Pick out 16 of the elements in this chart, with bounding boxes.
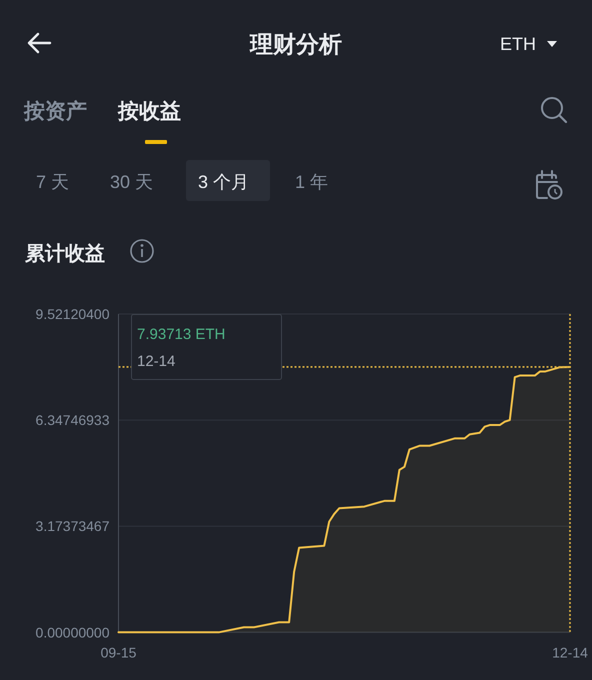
- text: 按收益: [117, 100, 181, 123]
- text: 7 天: [36, 172, 70, 192]
- y-tick-label: 6.34746933: [36, 412, 110, 428]
- text: 3 个月: [198, 172, 250, 192]
- text: 30 天: [110, 172, 154, 192]
- annotation: 7.93713 ETH: [137, 326, 226, 343]
- text: 1 年: [295, 172, 328, 192]
- y-tick-label: 3.17373467: [36, 518, 110, 534]
- x-tick-label: 09-15: [100, 644, 137, 660]
- y-tick-label: 9.52120400: [36, 306, 110, 322]
- chart-title: 理财分析: [249, 31, 342, 57]
- text: 按资产: [23, 99, 87, 123]
- annotation: 12-14: [137, 353, 176, 370]
- text: ETH: [500, 34, 536, 54]
- y-tick-label: 0.00000000: [36, 624, 110, 640]
- chart-subtitle: 累计收益: [24, 243, 105, 265]
